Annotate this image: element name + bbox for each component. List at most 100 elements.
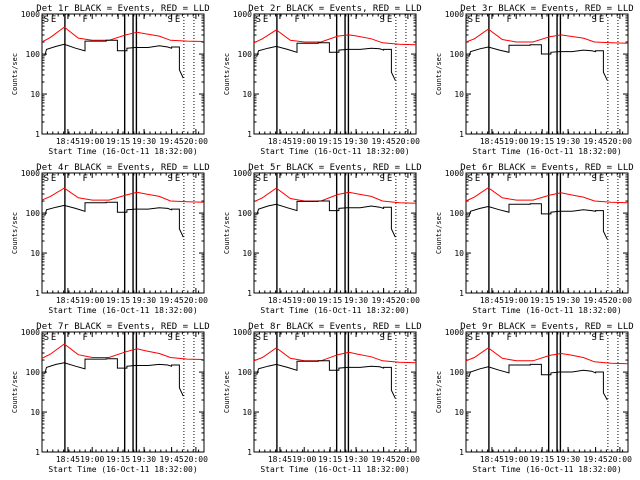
marker-label: S (256, 333, 261, 343)
x-tick-label: 19:15 (318, 455, 342, 464)
series-line-lld (41, 343, 205, 360)
x-tick-label: 19:30 (556, 137, 580, 146)
x-tick-label: 20:00 (396, 455, 420, 464)
plot-frame (41, 331, 205, 453)
x-tick-label: 19:45 (584, 296, 608, 305)
y-tick-label: 10 (242, 249, 252, 258)
x-tick-label: 19:00 (504, 296, 528, 305)
chart-panel-5: Det 5r BLACK = Events, RED = LLD 1 10 100 10… (223, 163, 422, 315)
marker-label: E (51, 174, 56, 184)
marker-label: F (83, 174, 88, 184)
marker-label: E (175, 15, 180, 25)
y-tick-label: 1000 (21, 169, 40, 178)
x-axis-label: Start Time (16-Oct-11 18:32:00) (260, 306, 409, 315)
chart-title: Det 9r BLACK = Events, RED = LLD (460, 322, 633, 332)
marker-label: E (263, 15, 268, 25)
marker-label: S (380, 174, 385, 184)
x-tick-label: 20:00 (184, 137, 208, 146)
marker-label: E (387, 15, 392, 25)
x-tick-label: 19:00 (80, 455, 104, 464)
x-tick-label: 19:00 (292, 137, 316, 146)
x-tick-label: 18:45 (268, 455, 292, 464)
y-tick-label: 1 (247, 448, 252, 457)
y-tick-label: 1000 (21, 10, 40, 19)
y-tick-label: 100 (26, 209, 41, 218)
marker-label: S (592, 174, 597, 184)
y-tick-label: 1 (35, 289, 40, 298)
marker-label: S (256, 15, 261, 25)
x-tick-label: 19:00 (292, 455, 316, 464)
series-line-lld (253, 347, 417, 364)
y-axis-label: Counts/sec (11, 53, 19, 95)
y-tick-label: 1000 (445, 169, 464, 178)
plot-frame (253, 172, 417, 294)
marker-label: S (380, 333, 385, 343)
y-tick-label: 100 (238, 209, 253, 218)
series-line-events (44, 39, 184, 79)
marker-label: S (592, 15, 597, 25)
x-tick-label: 19:15 (318, 137, 342, 146)
marker-label: S (380, 15, 385, 25)
chart-title: Det 2r BLACK = Events, RED = LLD (248, 4, 421, 14)
marker-label: F (83, 333, 88, 343)
y-tick-label: 10 (30, 249, 40, 258)
marker-label: F (83, 15, 88, 25)
x-tick-label: 20:00 (396, 296, 420, 305)
y-tick-label: 10 (30, 90, 40, 99)
x-tick-label: 18:45 (56, 296, 80, 305)
marker-label: S (256, 174, 261, 184)
x-tick-label: 18:45 (56, 137, 80, 146)
chart-panel-8: Det 8r BLACK = Events, RED = LLD 1 10 100 10… (223, 322, 422, 474)
plot-frame (465, 13, 629, 135)
marker-label: E (51, 15, 56, 25)
x-tick-label: 19:15 (530, 137, 554, 146)
plot-frame (41, 172, 205, 294)
chart-panel-1: Det 1r BLACK = Events, RED = LLD 1 10 100 10… (11, 4, 210, 156)
marker-label: S (44, 174, 49, 184)
x-tick-label: 19:30 (344, 455, 368, 464)
series-line-lld (41, 187, 205, 203)
y-tick-label: 100 (450, 50, 465, 59)
marker-label: S (468, 15, 473, 25)
x-axis-label: Start Time (16-Oct-11 18:32:00) (260, 465, 409, 474)
marker-label: F (295, 174, 300, 184)
chart-panel-2: Det 2r BLACK = Events, RED = LLD 1 10 100 10… (223, 4, 422, 156)
x-tick-label: 19:00 (504, 455, 528, 464)
y-tick-label: 1 (35, 448, 40, 457)
series-line-lld (253, 29, 417, 46)
marker-label: E (387, 174, 392, 184)
series-line-events (468, 203, 608, 240)
y-tick-label: 100 (26, 50, 41, 59)
y-axis-label: Counts/sec (435, 371, 443, 413)
series-line-lld (41, 26, 205, 43)
x-tick-label: 19:15 (106, 296, 130, 305)
x-tick-label: 19:45 (372, 296, 396, 305)
x-tick-label: 19:00 (292, 296, 316, 305)
y-tick-label: 1000 (21, 328, 40, 337)
y-axis-label: Counts/sec (435, 53, 443, 95)
y-tick-label: 1 (35, 130, 40, 139)
y-tick-label: 100 (450, 368, 465, 377)
x-tick-label: 19:15 (530, 455, 554, 464)
y-tick-label: 10 (242, 90, 252, 99)
x-tick-label: 18:45 (56, 455, 80, 464)
x-tick-label: 19:30 (344, 137, 368, 146)
x-tick-label: 18:45 (480, 137, 504, 146)
x-tick-label: 19:45 (372, 137, 396, 146)
x-tick-label: 20:00 (608, 455, 632, 464)
series-line-events (44, 358, 184, 397)
chart-title: Det 6r BLACK = Events, RED = LLD (460, 163, 633, 173)
series-line-events (256, 200, 396, 238)
x-tick-label: 20:00 (608, 296, 632, 305)
x-tick-label: 19:00 (80, 137, 104, 146)
chart-panel-4: Det 4r BLACK = Events, RED = LLD 1 10 100 10… (11, 163, 210, 315)
x-tick-label: 19:30 (556, 296, 580, 305)
chart-panel-9: Det 9r BLACK = Events, RED = LLD 1 10 100 10… (435, 322, 634, 474)
x-axis-label: Start Time (16-Oct-11 18:32:00) (472, 147, 621, 156)
y-axis-label: Counts/sec (11, 212, 19, 254)
y-tick-label: 10 (454, 408, 464, 417)
x-tick-label: 19:45 (160, 455, 184, 464)
y-tick-label: 1 (459, 289, 464, 298)
marker-label: E (263, 174, 268, 184)
